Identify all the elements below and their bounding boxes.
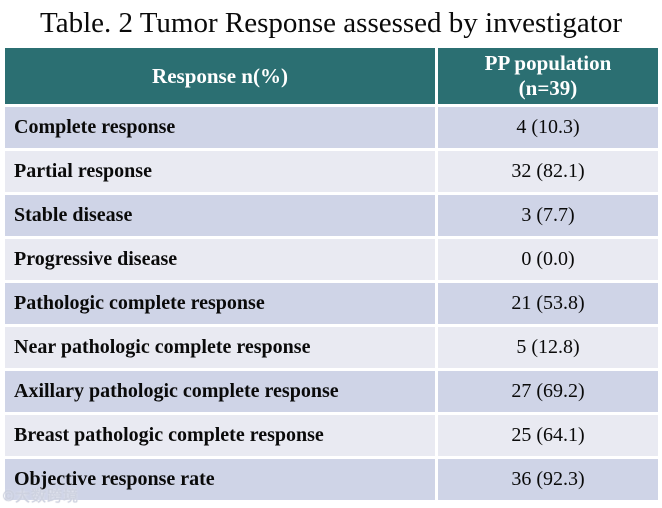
row-label: Breast pathologic complete response (5, 415, 435, 456)
row-value: 21 (53.8) (438, 283, 658, 324)
table-title: Table. 2 Tumor Response assessed by inve… (40, 7, 622, 39)
row-label: Complete response (5, 107, 435, 148)
table-row: Objective response rate 36 (92.3) (5, 459, 658, 500)
table-row: Progressive disease 0 (0.0) (5, 239, 658, 280)
row-value: 27 (69.2) (438, 371, 658, 412)
row-label: Pathologic complete response (5, 283, 435, 324)
tumor-response-table: Response n(%) PP population (n=39) Compl… (5, 48, 658, 503)
table-header-row: Response n(%) PP population (n=39) (5, 48, 658, 104)
row-value: 25 (64.1) (438, 415, 658, 456)
row-label: Axillary pathologic complete response (5, 371, 435, 412)
row-value: 3 (7.7) (438, 195, 658, 236)
row-value: 4 (10.3) (438, 107, 658, 148)
row-value: 5 (12.8) (438, 327, 658, 368)
row-value: 0 (0.0) (438, 239, 658, 280)
table-row: Pathologic complete response 21 (53.8) (5, 283, 658, 324)
table-row: Near pathologic complete response 5 (12.… (5, 327, 658, 368)
table-row: Complete response 4 (10.3) (5, 107, 658, 148)
row-value: 32 (82.1) (438, 151, 658, 192)
table-row: Breast pathologic complete response 25 (… (5, 415, 658, 456)
table-row: Axillary pathologic complete response 27… (5, 371, 658, 412)
row-label: Objective response rate (5, 459, 435, 500)
header-cell-pp-population: PP population (n=39) (438, 48, 658, 104)
row-label: Progressive disease (5, 239, 435, 280)
table-row: Partial response 32 (82.1) (5, 151, 658, 192)
table-row: Stable disease 3 (7.7) (5, 195, 658, 236)
row-label: Stable disease (5, 195, 435, 236)
row-value: 36 (92.3) (438, 459, 658, 500)
row-label: Near pathologic complete response (5, 327, 435, 368)
header-cell-response: Response n(%) (5, 48, 435, 104)
row-label: Partial response (5, 151, 435, 192)
